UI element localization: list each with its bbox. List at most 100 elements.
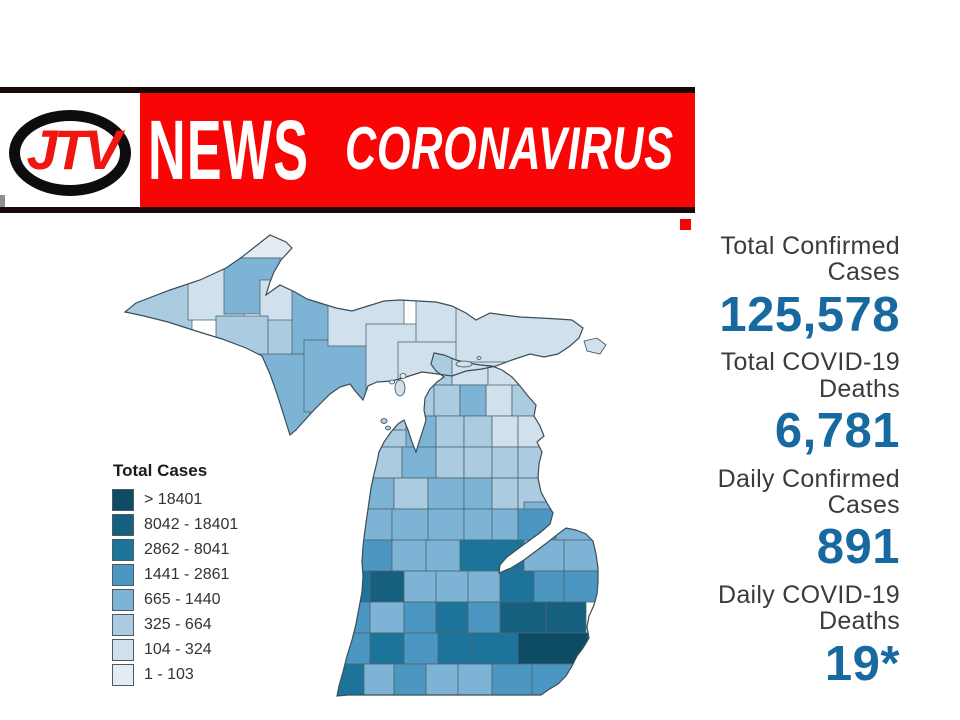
island-bois-blanc [455,360,473,368]
county-washtenaw [471,632,519,665]
legend-swatch [112,538,134,561]
island-drummond-island [583,337,607,355]
legend-item-1: 8042 - 18401 [112,513,238,536]
banner-bottom-bar [0,207,695,213]
county-oakland [499,601,547,634]
county-macomb [545,601,587,634]
county-livingston [467,601,501,634]
island-north-manitou [380,418,388,424]
county-ionia [403,570,437,603]
county-midland [491,508,519,541]
county-cass [363,663,395,696]
county-gratiot [425,539,461,572]
legend-label: 2862 - 8041 [144,540,230,558]
county-oscoda [491,415,519,448]
stat-value-3: 19* [824,636,900,691]
county-muskegon [347,539,393,572]
legend-item-4: 665 - 1440 [112,588,238,611]
legend-swatch [112,513,134,536]
legend-item-5: 325 - 664 [112,613,238,636]
legend-swatch [112,488,134,511]
banner-red-area: NEWS CORONAVIRUS [140,93,695,207]
legend-item-0: > 18401 [112,488,238,511]
county-grand-traverse [405,415,437,448]
legend-label: 665 - 1440 [144,590,221,608]
county-mecosta [427,508,465,541]
county-gladwin [491,477,519,510]
county-isabella [463,508,493,541]
county-hillsdale [457,663,493,696]
stat-label-3: Daily COVID-19 Deaths [717,581,900,636]
county-chippewa [455,297,583,363]
michigan-choropleth-map [123,234,607,697]
county-iron [215,315,269,375]
county-montmorency [485,384,513,417]
county-gogebic [125,279,193,345]
banner-top-bar [0,87,695,93]
county-manistee [367,446,403,479]
covid-stats-panel: Total Confirmed Cases 125,578 Total COVID-… [680,233,900,699]
legend-item-6: 104 - 324 [112,638,238,661]
county-otsego [459,384,487,417]
legend-item-7: 1 - 103 [112,663,238,686]
county-alcona [517,415,555,448]
left-edge-artifact [0,195,5,207]
county-calhoun [403,632,439,665]
county-allegan [337,601,371,634]
banner-main: JTV NEWS CORONAVIRUS [0,93,695,207]
legend-swatch [112,663,134,686]
island-high-island [389,379,395,385]
legend-swatch [112,588,134,611]
red-pixel-artifact [680,219,691,230]
legend-item-2: 2862 - 8041 [112,538,238,561]
stat-value-1: 6,781 [774,403,900,458]
county-missaukee [435,446,465,479]
stat-label-0: Total Confirmed Cases [720,232,900,287]
legend-label: > 18401 [144,490,203,508]
banner-topic-label: CORONAVIRUS [345,114,674,182]
legend-label: 325 - 664 [144,615,212,633]
county-delta [303,339,369,413]
county-kalkaska [435,415,465,448]
county-charlevoix [409,384,435,417]
county-lapeer [533,570,565,603]
county-antrim [433,384,461,417]
county-clinton [435,570,469,603]
legend-item-3: 1441 - 2861 [112,563,238,586]
county-lenawee [491,663,533,696]
county-wayne [517,632,589,665]
legend-label: 8042 - 18401 [144,515,239,533]
county-ingham [435,601,469,634]
upper-peninsula-outline [123,234,584,437]
legend-swatch [112,638,134,661]
legend-label: 1 - 103 [144,665,194,683]
county-shiawassee [467,570,501,603]
lower-peninsula-outline [336,352,599,697]
county-newaygo [391,508,429,541]
county-ottawa [337,570,371,603]
county-branch [425,663,459,696]
county-crawford [463,415,493,448]
legend-swatch [112,563,134,586]
legend-title: Total Cases [113,461,208,480]
county-monroe [531,663,579,696]
stat-value-2: 891 [816,520,900,575]
county-alpena [511,384,547,417]
county-wexford [401,446,437,479]
jtv-logo-text: JTV [26,118,122,181]
map-legend: Total Cases > 18401 8042 - 18401 2862 - 80… [112,461,238,688]
county-osceola [427,477,465,510]
county-barry [369,601,405,634]
island-mackinac-island [476,356,482,360]
county-genesee [499,570,535,603]
county-clare [463,477,493,510]
legend-rows: > 18401 8042 - 18401 2862 - 8041 1441 - 286… [112,488,238,686]
stat-label-1: Total COVID-19 Deaths [720,348,900,403]
county-lake [393,477,429,510]
county-eaton [403,601,437,634]
county-keweenaw [237,235,303,259]
stat-value-0: 125,578 [719,287,900,342]
jtv-logo-ellipse-icon [9,110,131,196]
island-beaver-island [394,379,406,397]
